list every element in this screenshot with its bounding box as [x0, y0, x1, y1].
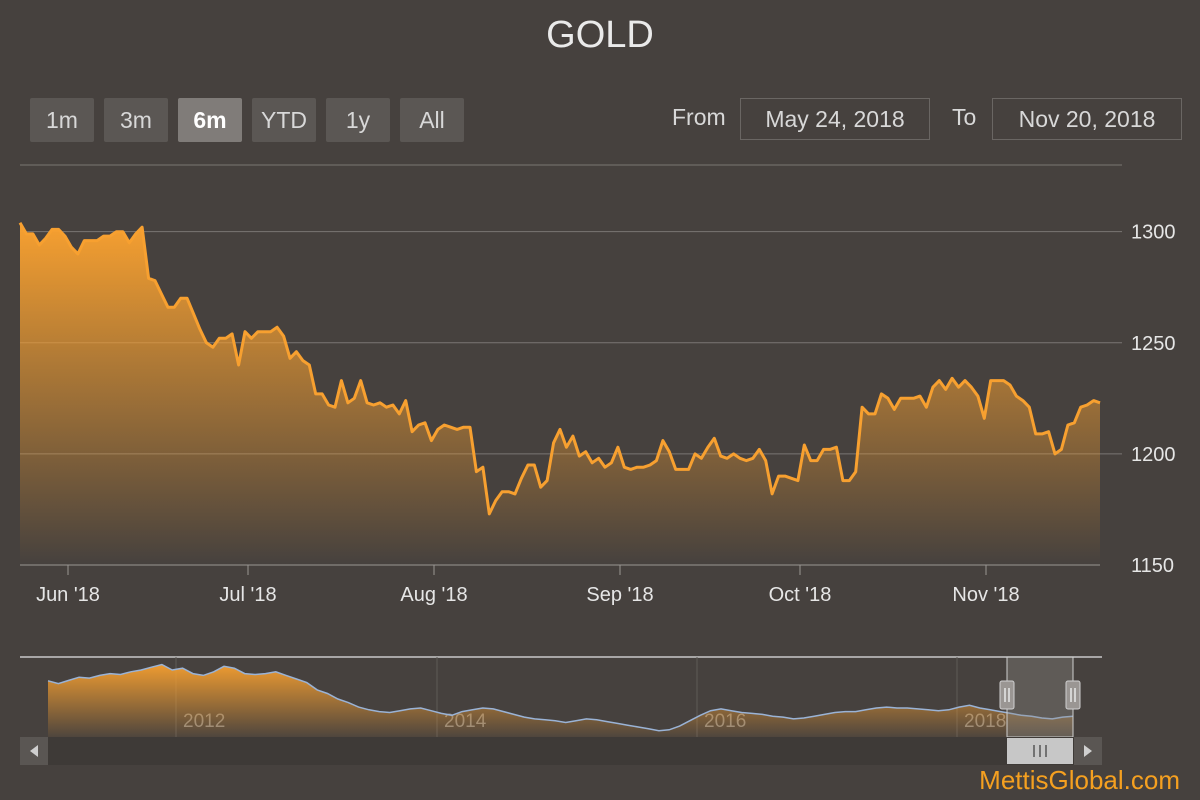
chevron-left-icon	[30, 745, 38, 757]
range-button-3m[interactable]: 3m	[104, 98, 168, 142]
y-tick-label: 1150	[1131, 555, 1174, 577]
y-tick-label: 1250	[1131, 333, 1176, 355]
range-button-6m[interactable]: 6m	[178, 98, 242, 142]
navigator-line	[47, 663, 1074, 732]
x-tick-label: Jun '18	[36, 584, 100, 606]
x-tick-label: Nov '18	[952, 584, 1019, 606]
credit-text: MettisGlobal.com	[979, 765, 1180, 795]
range-button-ytd[interactable]: YTD	[252, 98, 316, 142]
from-date-input[interactable]: May 24, 2018	[740, 98, 930, 140]
x-tick-label: Sep '18	[586, 584, 653, 606]
range-button-all[interactable]: All	[400, 98, 464, 142]
navigator-left-handle[interactable]	[999, 680, 1015, 710]
price-line	[18, 222, 1101, 516]
y-axis: 1150 1200 1250 1300	[1131, 222, 1176, 577]
chart-title: GOLD	[546, 14, 654, 56]
x-tick-label: Oct '18	[769, 584, 832, 606]
chevron-right-icon	[1084, 745, 1092, 757]
x-tick-label: Jul '18	[219, 584, 276, 606]
x-tick-label: Aug '18	[400, 584, 467, 606]
navigator-area	[48, 664, 1073, 737]
price-area	[20, 222, 1100, 566]
to-date-input[interactable]: Nov 20, 2018	[992, 98, 1182, 140]
navigator[interactable]: 2012201420162018	[20, 656, 1102, 738]
navigator-right-handle[interactable]	[1065, 680, 1081, 710]
range-button-1y[interactable]: 1y	[326, 98, 390, 142]
y-tick-label: 1300	[1131, 222, 1176, 244]
from-label: From	[672, 104, 726, 130]
y-tick-label: 1200	[1131, 444, 1176, 466]
navigator-selection[interactable]	[1006, 656, 1074, 738]
scrollbar-track[interactable]	[20, 737, 1102, 765]
scrollbar[interactable]	[20, 737, 1102, 765]
x-axis: Jun '18 Jul '18 Aug '18 Sep '18 Oct '18 Nov '…	[36, 565, 1020, 606]
to-label: To	[952, 104, 977, 130]
range-button-1m[interactable]: 1m	[30, 98, 94, 142]
